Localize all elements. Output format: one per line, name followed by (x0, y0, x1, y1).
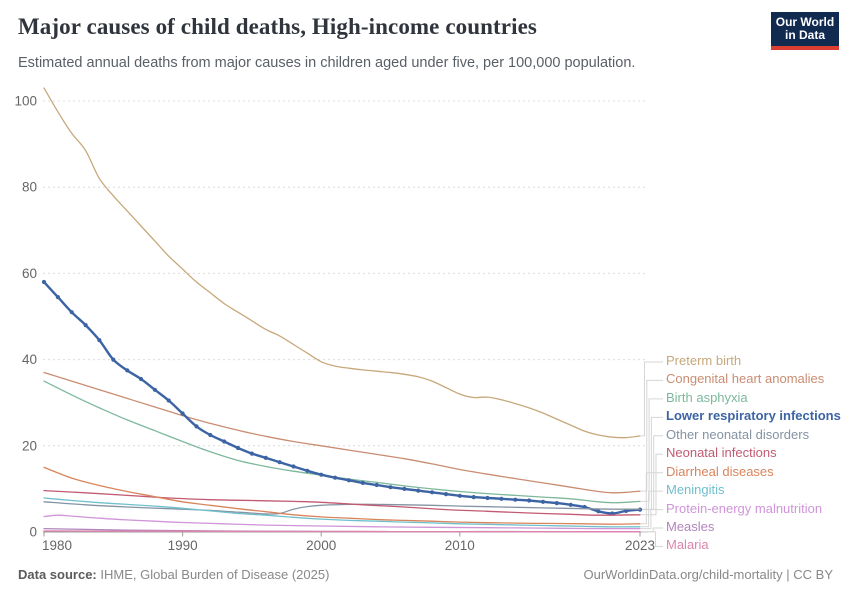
series-marker (180, 411, 185, 416)
series-marker (111, 357, 116, 362)
legend-item-malaria[interactable]: Malaria (666, 537, 709, 553)
series-line-other-neonatal-disorders[interactable] (43, 501, 641, 515)
y-tick-label-40: 40 (22, 352, 37, 367)
footer-source-label: Data source: (18, 567, 97, 582)
series-marker (457, 493, 462, 498)
legend-connector-neonatal-infections (641, 453, 663, 516)
y-tick-label-80: 80 (22, 180, 37, 195)
series-marker (166, 398, 171, 403)
series-marker (194, 424, 199, 429)
legend-item-protein-energy-malnutrition[interactable]: Protein-energy malnutrition (666, 500, 823, 516)
series-marker (471, 495, 476, 500)
footer-link[interactable]: OurWorldinData.org/child-mortality | CC … (583, 567, 834, 582)
series-marker (305, 468, 310, 473)
series-marker (527, 498, 532, 503)
series-marker (402, 486, 407, 491)
series-marker (125, 368, 130, 373)
series-marker (83, 323, 88, 328)
legend-connector-birth-asphyxia (641, 398, 663, 502)
owid-logo-line2: in Data (784, 28, 825, 42)
legend-connector-meningitis (641, 490, 663, 528)
owid-logo-line1: Our World (775, 14, 835, 29)
series-marker (249, 451, 254, 456)
series-marker (485, 495, 490, 501)
series-marker (513, 497, 518, 502)
series-markers-lower-respiratory-infections (41, 279, 643, 516)
series-marker (430, 490, 435, 495)
series-line-malaria[interactable] (43, 530, 641, 533)
legend-connector-malaria (641, 531, 663, 547)
series-marker (291, 464, 296, 469)
chart-legend: Preterm birth Congenital heart anomalies B… (666, 352, 850, 555)
series-line-preterm-birth[interactable] (43, 87, 641, 439)
chart-subtitle: Estimated annual deaths from major cause… (18, 55, 636, 71)
footer-source-text: IHME, Global Burden of Disease (2025) (96, 567, 330, 582)
series-line-meningitis[interactable] (43, 497, 641, 528)
series-marker (41, 279, 47, 285)
series-marker (263, 455, 268, 460)
owid-logo[interactable]: Our World in Data (771, 12, 839, 50)
legend-connector-protein-energy-malnutrition (641, 509, 663, 530)
legend-item-diarrheal-diseases[interactable]: Diarrheal diseases (666, 463, 774, 479)
series-line-neonatal-infections[interactable] (43, 489, 641, 516)
y-tick-label-0: 0 (29, 525, 37, 540)
x-tick-label-2000: 2000 (306, 538, 336, 553)
series-marker (208, 432, 213, 438)
legend-connector-congenital-heart-anomalies (641, 379, 663, 492)
series-line-protein-energy-malnutrition[interactable] (43, 514, 641, 530)
series-marker (69, 310, 74, 315)
series-marker (277, 460, 282, 465)
series-marker (568, 502, 573, 507)
series-line-lower-respiratory-infections[interactable] (42, 280, 642, 515)
legend-item-lower-respiratory-infections[interactable]: Lower respiratory infections (666, 408, 841, 424)
series-marker (596, 509, 601, 514)
legend-item-other-neonatal-disorders[interactable]: Other neonatal disorders (666, 426, 810, 442)
series-marker (235, 445, 241, 451)
series-marker (360, 480, 365, 485)
x-tick-label-1990: 1990 (168, 538, 198, 553)
series-marker (55, 295, 61, 300)
series-marker (333, 475, 338, 480)
series-marker (97, 338, 102, 343)
legend-item-measles[interactable]: Measles (666, 518, 715, 534)
series-marker (554, 501, 559, 506)
y-tick-label-100: 100 (14, 94, 37, 109)
legend-item-preterm-birth[interactable]: Preterm birth (666, 353, 742, 368)
series-marker (222, 439, 227, 444)
footer-source: Data source: IHME, Global Burden of Dise… (18, 567, 329, 582)
legend-item-congenital-heart-anomalies[interactable]: Congenital heart anomalies (666, 371, 825, 387)
legend-item-meningitis[interactable]: Meningitis (666, 482, 725, 498)
x-tick-label-2023: 2023 (625, 538, 655, 553)
series-marker (374, 482, 379, 488)
series-line-diarrheal-diseases[interactable] (43, 466, 641, 525)
series-marker (319, 472, 324, 477)
series-marker (443, 492, 449, 497)
series-marker (416, 488, 421, 493)
x-tick-label-1980: 1980 (42, 538, 72, 553)
series-marker (152, 387, 157, 392)
x-tick-label-2010: 2010 (445, 538, 475, 553)
series-line-congenital-heart-anomalies[interactable] (43, 371, 641, 494)
y-tick-label-20: 20 (22, 438, 37, 453)
legend-item-neonatal-infections[interactable]: Neonatal infections (666, 445, 777, 461)
series-line-birth-asphyxia[interactable] (43, 380, 641, 504)
series-marker (388, 485, 393, 490)
legend-connector-preterm-birth (641, 361, 663, 437)
chart-title: Major causes of child deaths, High-incom… (18, 14, 537, 39)
series-marker (138, 376, 144, 382)
series-marker (346, 478, 351, 483)
legend-item-birth-asphyxia[interactable]: Birth asphyxia (666, 389, 748, 405)
legend-connector-diarrheal-diseases (641, 472, 663, 525)
y-tick-label-60: 60 (22, 266, 37, 281)
series-marker (499, 496, 504, 501)
series-marker (540, 499, 546, 504)
